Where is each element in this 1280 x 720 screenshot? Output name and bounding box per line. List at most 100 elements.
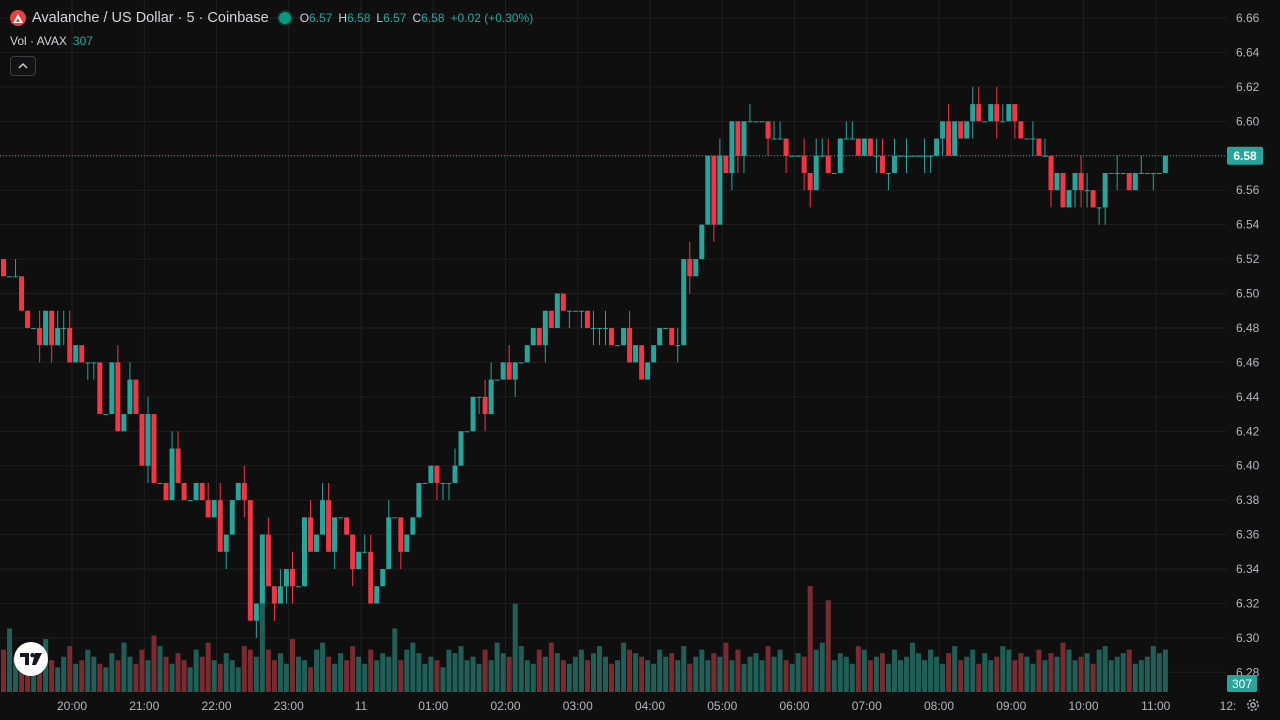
x-tick-label: 08:00 xyxy=(924,699,954,713)
candle-body xyxy=(705,155,711,225)
volume-bar xyxy=(1138,660,1144,692)
candle-body xyxy=(73,345,79,363)
volume-bar xyxy=(1072,660,1078,692)
candle-body xyxy=(1048,155,1054,191)
volume-bar xyxy=(530,663,536,692)
y-tick-label: 6.32 xyxy=(1236,596,1260,610)
volume-bar xyxy=(452,653,458,692)
candle-body xyxy=(1132,172,1138,191)
volume-bar xyxy=(271,660,277,692)
candle-body xyxy=(934,138,940,156)
candle-body xyxy=(1150,172,1156,174)
candle-body xyxy=(572,310,578,312)
candle-body xyxy=(133,379,139,415)
candle-body xyxy=(55,327,61,346)
candle-body xyxy=(1000,121,1006,123)
volume-bar xyxy=(380,653,386,692)
volume-bar xyxy=(344,660,350,692)
candle-body xyxy=(819,155,825,157)
volume-bar xyxy=(91,656,97,692)
candle-body xyxy=(904,155,909,157)
candle-body xyxy=(368,551,374,604)
candle-body xyxy=(193,482,199,501)
volume-bar xyxy=(982,653,988,692)
volume-bar xyxy=(753,653,759,692)
candle-body xyxy=(37,327,43,346)
volume-bar xyxy=(434,660,440,692)
candle-body xyxy=(645,362,651,380)
volume-bar xyxy=(873,656,879,692)
candle-body xyxy=(440,482,446,484)
volume-bar xyxy=(223,653,229,692)
candle-body xyxy=(783,138,789,156)
volume-bar xyxy=(560,660,566,692)
volume-bar xyxy=(1060,642,1066,692)
volume-bar xyxy=(199,656,205,692)
candle-body xyxy=(729,121,735,173)
volume-bar xyxy=(241,646,247,692)
volume-bar xyxy=(1102,646,1108,692)
candle-body xyxy=(1096,207,1102,209)
candle-body xyxy=(31,327,37,329)
volume-bar xyxy=(1030,663,1036,692)
volume-bar xyxy=(627,649,633,692)
y-tick-label: 6.40 xyxy=(1236,459,1260,473)
candle-body xyxy=(464,431,470,433)
volume-bar xyxy=(73,663,79,692)
volume-bar xyxy=(795,653,801,692)
volume-bar xyxy=(891,649,897,692)
candle-body xyxy=(482,396,488,415)
volume-bar xyxy=(1000,646,1006,692)
volume-bar xyxy=(1150,646,1156,692)
symbol-title[interactable]: Avalanche / US Dollar · 5 · Coinbase xyxy=(32,10,269,26)
candle-body xyxy=(1102,172,1108,208)
volume-bar xyxy=(639,656,645,692)
candle-body xyxy=(855,138,861,156)
candle-body xyxy=(241,482,247,501)
x-tick-label: 21:00 xyxy=(129,699,159,713)
time-axis[interactable]: 0020:0021:0022:0023:001101:0002:0003:000… xyxy=(0,692,1280,720)
tradingview-logo-icon[interactable] xyxy=(14,642,48,676)
candle-body xyxy=(615,345,621,347)
candle-body xyxy=(657,327,663,346)
price-axis[interactable]: 6.66 6.64 6.62 6.60 6.58 6.56 6.54 6.52 6.50 6.48… xyxy=(1226,0,1280,720)
volume-bar xyxy=(217,663,223,692)
volume-bar xyxy=(308,667,314,692)
settings-icon[interactable] xyxy=(1243,695,1263,715)
candle-body xyxy=(392,517,398,519)
volume-bar xyxy=(169,663,175,692)
y-tick-label: 6.52 xyxy=(1236,252,1260,266)
candle-body xyxy=(813,155,819,191)
volume-bar xyxy=(121,642,127,692)
market-status-icon xyxy=(278,12,291,24)
volume-bar xyxy=(157,646,163,692)
volume-legend[interactable]: Vol · AVAX 307 xyxy=(10,34,93,48)
symbol-legend: Avalanche / US Dollar · 5 · Coinbase O6.… xyxy=(10,9,533,27)
volume-bar xyxy=(1090,663,1096,692)
candle-body xyxy=(627,327,633,363)
volume-bar xyxy=(970,649,976,692)
candle-body xyxy=(187,500,193,502)
volume-bar xyxy=(79,660,85,692)
candle-body xyxy=(452,465,458,483)
candle-body xyxy=(410,517,416,535)
candle-body xyxy=(922,155,928,157)
volume-bar xyxy=(1018,653,1024,692)
volume-bar xyxy=(19,660,25,692)
volume-bar xyxy=(350,646,356,692)
last-volume-tag xyxy=(1227,675,1257,692)
candle-body xyxy=(61,327,67,329)
y-tick-label: 6.64 xyxy=(1236,45,1260,59)
volume-bar xyxy=(302,660,307,692)
collapse-legend-button[interactable] xyxy=(10,56,36,76)
candle-body xyxy=(344,517,350,535)
volume-bar xyxy=(681,646,687,692)
volume-bar xyxy=(843,656,849,692)
volume-bar xyxy=(229,660,235,692)
x-tick-label: 23:00 xyxy=(274,699,304,713)
volume-bar xyxy=(386,656,392,692)
volume-bar xyxy=(356,656,362,692)
candle-body xyxy=(651,345,657,363)
candle-body xyxy=(1162,155,1168,173)
